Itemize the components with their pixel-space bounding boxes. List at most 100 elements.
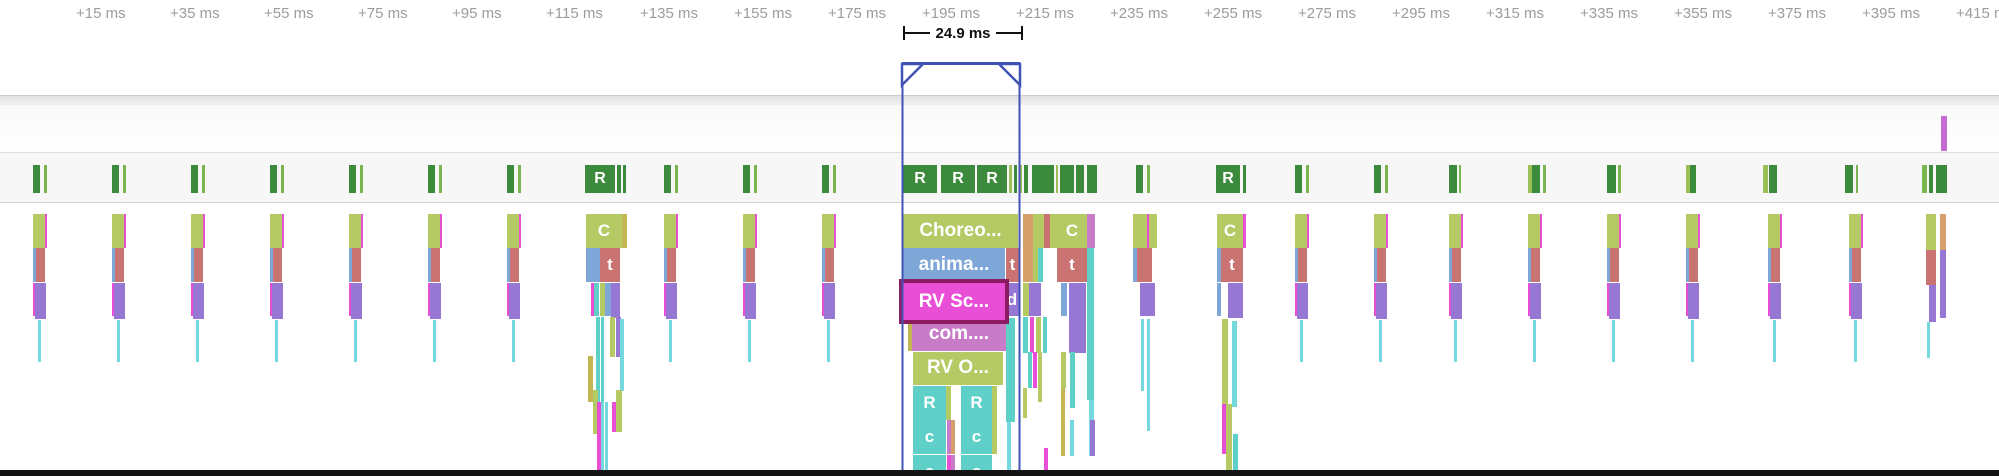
frame-activity-stripe[interactable] bbox=[507, 165, 514, 193]
flame-event[interactable] bbox=[946, 386, 951, 420]
flame-event[interactable] bbox=[1006, 318, 1015, 422]
frame-activity-stripe[interactable] bbox=[1385, 165, 1388, 193]
flame-event[interactable] bbox=[664, 214, 676, 248]
flame-event[interactable] bbox=[992, 420, 997, 454]
flame-event[interactable] bbox=[1050, 214, 1057, 248]
frame-activity-stripe[interactable] bbox=[281, 165, 284, 193]
frame-activity-stripe[interactable] bbox=[617, 165, 621, 193]
flame-event[interactable] bbox=[1033, 248, 1038, 282]
flame-event[interactable]: C bbox=[1057, 214, 1087, 248]
flame-event[interactable] bbox=[1033, 352, 1037, 388]
flame-event[interactable] bbox=[743, 248, 746, 282]
flame-event[interactable] bbox=[1377, 248, 1386, 282]
frame-activity-stripe[interactable] bbox=[1295, 165, 1302, 193]
frame-activity-stripe[interactable] bbox=[1763, 165, 1768, 193]
flame-event[interactable] bbox=[947, 454, 951, 476]
flame-event[interactable] bbox=[743, 282, 745, 317]
flame-event[interactable] bbox=[1449, 214, 1461, 248]
frame-activity-stripe[interactable] bbox=[1532, 165, 1540, 193]
flame-event[interactable] bbox=[593, 390, 598, 434]
flame-event[interactable] bbox=[1528, 248, 1531, 282]
flame-event[interactable] bbox=[1940, 214, 1946, 250]
flame-event[interactable] bbox=[1452, 248, 1461, 282]
flame-event[interactable] bbox=[507, 282, 509, 317]
frame-activity-stripe[interactable] bbox=[439, 165, 442, 193]
flame-event[interactable] bbox=[1379, 320, 1382, 362]
flame-event[interactable] bbox=[1607, 248, 1610, 282]
flame-event[interactable] bbox=[115, 248, 124, 282]
flame-event[interactable] bbox=[117, 320, 120, 362]
flame-event[interactable] bbox=[282, 214, 284, 248]
flame-event[interactable] bbox=[588, 356, 593, 402]
flame-event[interactable] bbox=[1044, 448, 1048, 470]
flame-event[interactable] bbox=[620, 319, 624, 391]
flame-event[interactable] bbox=[1612, 320, 1615, 362]
flame-event[interactable] bbox=[1297, 282, 1308, 320]
flame-event[interactable] bbox=[1376, 282, 1387, 320]
flame-event[interactable] bbox=[1036, 317, 1041, 353]
flame-event[interactable] bbox=[272, 282, 283, 320]
frame-activity-stripe[interactable] bbox=[833, 165, 836, 193]
flame-event[interactable] bbox=[1531, 248, 1540, 282]
flame-event[interactable] bbox=[1610, 248, 1619, 282]
flame-event[interactable] bbox=[1607, 214, 1619, 248]
flame-event[interactable]: t bbox=[600, 248, 620, 282]
flame-event[interactable] bbox=[1773, 320, 1776, 362]
frame-activity-stripe[interactable] bbox=[360, 165, 363, 193]
flame-event[interactable] bbox=[666, 282, 677, 320]
flame-event[interactable]: t bbox=[1221, 248, 1243, 282]
frame-activity-stripe[interactable] bbox=[1449, 165, 1457, 193]
flame-event[interactable] bbox=[349, 214, 361, 248]
frame-activity-stripe[interactable] bbox=[1929, 165, 1933, 193]
flame-event[interactable] bbox=[1061, 282, 1067, 317]
flame-event[interactable] bbox=[1851, 282, 1862, 320]
flame-event[interactable] bbox=[1295, 282, 1297, 317]
flame-event[interactable] bbox=[1386, 214, 1388, 248]
flame-event[interactable] bbox=[1233, 434, 1238, 476]
frame-activity-stripe[interactable] bbox=[1147, 165, 1150, 193]
flame-event[interactable]: c bbox=[961, 420, 992, 454]
flame-event[interactable] bbox=[1374, 282, 1376, 317]
flame-event[interactable] bbox=[611, 282, 620, 319]
flame-event[interactable] bbox=[1849, 214, 1861, 248]
flame-event[interactable] bbox=[1540, 214, 1542, 248]
flame-event[interactable] bbox=[270, 282, 272, 317]
frame-activity-stripe[interactable] bbox=[1856, 165, 1858, 193]
frame-activity-block[interactable]: R bbox=[977, 165, 1007, 193]
flame-event[interactable] bbox=[507, 248, 510, 282]
frame-activity-stripe[interactable] bbox=[1032, 165, 1054, 193]
flame-event[interactable] bbox=[600, 282, 605, 317]
flame-event[interactable] bbox=[822, 248, 825, 282]
flame-event[interactable] bbox=[430, 282, 441, 320]
flame-event[interactable] bbox=[1147, 319, 1150, 431]
flame-event[interactable] bbox=[1149, 214, 1157, 248]
frame-activity-stripe[interactable] bbox=[1543, 165, 1546, 193]
frame-activity-stripe[interactable] bbox=[518, 165, 521, 193]
flame-event[interactable] bbox=[1374, 248, 1377, 282]
frame-activity-stripe[interactable] bbox=[754, 165, 757, 193]
flame-event[interactable] bbox=[1300, 320, 1303, 362]
flame-event[interactable] bbox=[1023, 388, 1027, 418]
flame-event[interactable] bbox=[112, 248, 115, 282]
flame-event[interactable] bbox=[1298, 248, 1307, 282]
flame-event[interactable] bbox=[1688, 282, 1699, 320]
frame-activity-stripe[interactable] bbox=[191, 165, 198, 193]
frame-activity-stripe[interactable] bbox=[743, 165, 750, 193]
frame-activity-stripe[interactable] bbox=[112, 165, 119, 193]
frame-activity-stripe[interactable] bbox=[349, 165, 356, 193]
flame-event[interactable] bbox=[1070, 352, 1075, 408]
time-ruler[interactable]: +15 ms +35 ms +55 ms +75 ms +95 ms +115 ms +13… bbox=[0, 0, 1999, 95]
frame-activity-stripe[interactable] bbox=[1076, 165, 1084, 193]
flame-event[interactable] bbox=[1852, 248, 1861, 282]
frame-activity-stripe[interactable] bbox=[1243, 165, 1246, 193]
flame-event[interactable] bbox=[612, 402, 616, 432]
frame-activity-stripe[interactable] bbox=[1087, 165, 1097, 193]
flame-event[interactable] bbox=[1926, 250, 1936, 285]
flame-event[interactable] bbox=[1449, 282, 1451, 317]
frame-activity-block[interactable]: R bbox=[941, 165, 975, 193]
flame-event[interactable] bbox=[745, 282, 756, 320]
flame-event[interactable]: R bbox=[913, 386, 946, 420]
flame-event[interactable] bbox=[519, 214, 521, 248]
flame-event[interactable] bbox=[191, 248, 194, 282]
flame-event[interactable] bbox=[354, 320, 357, 362]
